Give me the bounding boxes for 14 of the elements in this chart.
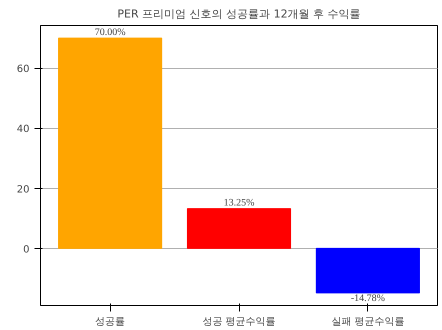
x-tick-label: 실패 평균수익률 <box>331 316 404 328</box>
x-tick-label: 성공 평균수익률 <box>202 316 276 328</box>
data-label: 13.25% <box>224 198 254 209</box>
data-label: 70.00% <box>94 27 126 38</box>
bar <box>186 208 292 249</box>
data-label: -14.78% <box>350 292 385 304</box>
x-tick-label: 성공률 <box>95 316 126 328</box>
y-tick-label: 0 <box>23 244 30 256</box>
chart-title: PER 프리미엄 신호의 성공률과 12개월 후 수익률 <box>117 8 361 20</box>
y-tick-label: 60 <box>16 64 30 76</box>
y-tick-label: 20 <box>16 184 30 196</box>
bar <box>58 38 162 249</box>
y-tick-label: 40 <box>16 124 30 136</box>
bar <box>316 248 420 294</box>
